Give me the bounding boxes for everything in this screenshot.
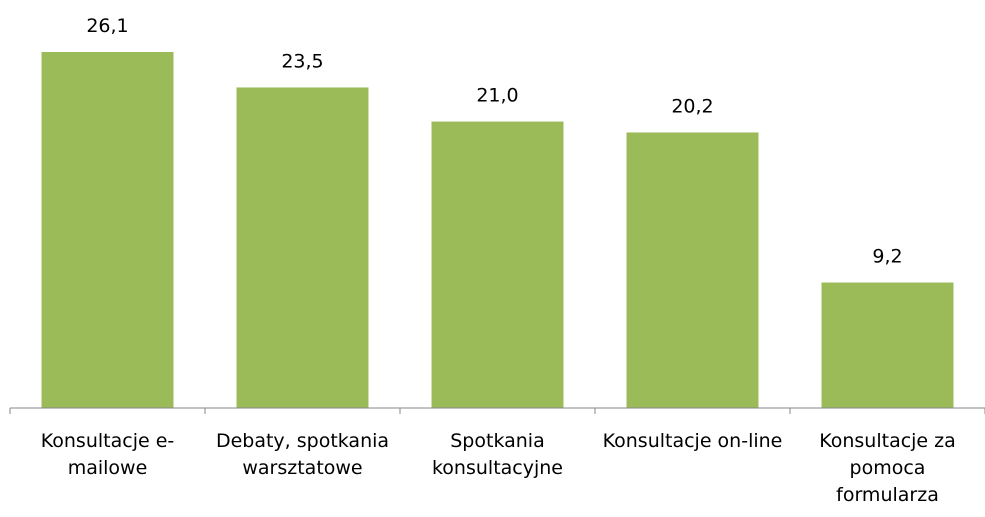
value-label: 20,2 [671,95,713,117]
x-tick-label: Spotkania konsultacyjne [431,430,563,479]
bar [41,51,174,408]
x-tick-label: Konsultacje za pomoca formularza [819,430,956,506]
bar [821,282,954,408]
value-label: 23,5 [281,50,323,72]
bar [626,132,759,409]
value-label: 26,1 [86,15,128,37]
x-tick-label: Debaty, spotkania warsztatowe [215,430,390,479]
value-label: 9,2 [872,246,902,268]
x-tick-label: Konsultacje on-line [602,430,783,452]
value-label: 21,0 [476,85,518,107]
bar [236,87,369,409]
x-tick-label: Konsultacje e-mailowe [40,430,175,479]
bar [431,121,564,408]
